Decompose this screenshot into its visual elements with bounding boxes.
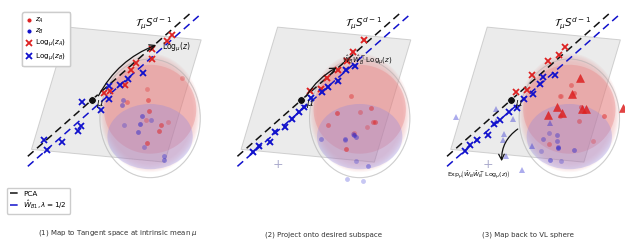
Text: $+$: $+$	[272, 158, 283, 170]
Ellipse shape	[108, 104, 193, 169]
Polygon shape	[31, 27, 201, 162]
Text: $\mathcal{T}_\mu S^{d-1}$: $\mathcal{T}_\mu S^{d-1}$	[135, 16, 172, 32]
Text: $\mu$: $\mu$	[515, 98, 524, 110]
Polygon shape	[241, 27, 411, 162]
Text: $\mathrm{Log}_\mu(z)$: $\mathrm{Log}_\mu(z)$	[161, 41, 190, 54]
Ellipse shape	[522, 57, 616, 169]
Ellipse shape	[314, 65, 406, 154]
Ellipse shape	[102, 56, 198, 170]
Text: $\mu$: $\mu$	[306, 98, 314, 110]
Ellipse shape	[527, 104, 612, 169]
Legend: $z_A$, $z_B$, $\mathrm{Log}_\mu(z_A)$, $\mathrm{Log}_\mu(z_B)$: $z_A$, $z_B$, $\mathrm{Log}_\mu(z_A)$, $…	[22, 12, 70, 66]
Ellipse shape	[104, 65, 196, 154]
Ellipse shape	[521, 56, 618, 170]
Text: $\hat{W}_B\hat{W}_B^\top\mathrm{Log}_\mu(z)$: $\hat{W}_B\hat{W}_B^\top\mathrm{Log}_\mu…	[342, 54, 393, 68]
Text: (3) Map back to VL sphere: (3) Map back to VL sphere	[482, 231, 574, 237]
Ellipse shape	[314, 58, 406, 168]
Ellipse shape	[317, 104, 403, 169]
Ellipse shape	[100, 54, 200, 172]
Ellipse shape	[519, 54, 620, 172]
Ellipse shape	[312, 57, 407, 169]
Polygon shape	[451, 27, 620, 162]
Text: $\mu$: $\mu$	[96, 98, 104, 110]
Ellipse shape	[310, 54, 410, 172]
Legend: PCA, $\hat{W}_{B1}, \lambda=1/2$: PCA, $\hat{W}_{B1}, \lambda=1/2$	[7, 188, 70, 214]
Ellipse shape	[520, 55, 618, 171]
Ellipse shape	[523, 65, 616, 154]
Text: $\mathcal{T}_\mu S^{d-1}$: $\mathcal{T}_\mu S^{d-1}$	[554, 16, 591, 32]
Text: $+$: $+$	[481, 158, 493, 170]
Text: (1) Map to Tangent space at intrinsic mean $\mu$: (1) Map to Tangent space at intrinsic me…	[38, 228, 198, 237]
Text: $\mathrm{Exp}_\mu\!\left(\hat{W}_B\hat{W}_B^\top\mathrm{Log}_\mu(z)\right)$: $\mathrm{Exp}_\mu\!\left(\hat{W}_B\hat{W…	[447, 168, 511, 181]
Ellipse shape	[312, 56, 408, 170]
Ellipse shape	[310, 55, 409, 171]
Ellipse shape	[104, 58, 196, 168]
Text: $\mathcal{T}_\mu S^{d-1}$: $\mathcal{T}_\mu S^{d-1}$	[345, 16, 382, 32]
Ellipse shape	[523, 58, 616, 168]
Ellipse shape	[103, 57, 197, 169]
Ellipse shape	[101, 55, 199, 171]
Text: (2) Project onto desired subspace: (2) Project onto desired subspace	[265, 231, 381, 237]
